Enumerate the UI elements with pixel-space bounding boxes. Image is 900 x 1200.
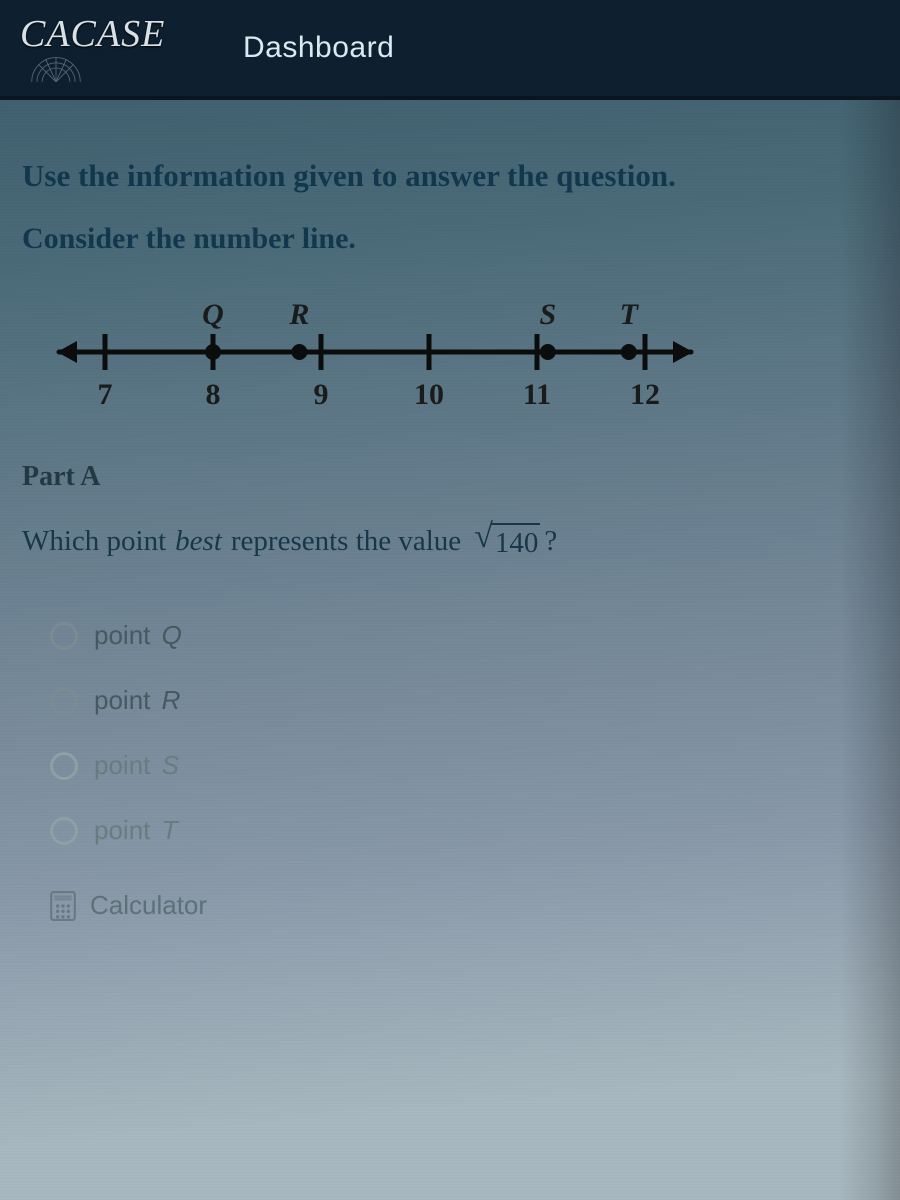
question-prefix: Which point (22, 525, 166, 558)
sunburst-icon (30, 52, 82, 84)
question-italic-word: best (175, 525, 222, 558)
brand-block: CACASE (0, 12, 225, 84)
question-mid: represents the value (231, 525, 461, 558)
part-label: Part A (22, 461, 878, 493)
number-line-svg: 7 8 9 10 11 12 Q R S T (50, 292, 750, 427)
svg-text:8: 8 (206, 378, 221, 411)
svg-text:R: R (288, 298, 309, 331)
brand-text: CACASE (20, 12, 165, 56)
choice-q[interactable]: point Q (50, 620, 878, 651)
problem-area: Use the information given to answer the … (0, 100, 900, 921)
sqrt-expression: √ 140 (474, 523, 540, 560)
choice-label: point Q (94, 620, 182, 651)
calculator-label: Calculator (90, 890, 207, 921)
svg-text:S: S (539, 298, 556, 331)
number-line: 7 8 9 10 11 12 Q R S T (50, 292, 730, 427)
choice-label: point R (94, 685, 180, 716)
svg-text:Q: Q (202, 298, 224, 331)
svg-text:9: 9 (314, 378, 329, 411)
choice-label: point S (94, 750, 179, 781)
instruction-line-2: Consider the number line. (22, 222, 878, 256)
svg-text:7: 7 (98, 378, 113, 411)
radio-ring-icon (50, 622, 78, 650)
choice-label: point T (94, 815, 178, 846)
dashboard-button[interactable]: Dashboard (225, 21, 412, 75)
svg-text:T: T (620, 298, 640, 331)
choice-r[interactable]: point R (50, 685, 878, 716)
calculator-button[interactable]: Calculator (50, 890, 878, 921)
answer-choices: point Q point R point S point T (50, 620, 878, 846)
choice-s[interactable]: point S (50, 750, 878, 781)
calculator-icon (50, 891, 76, 921)
radicand: 140 (491, 523, 541, 560)
instruction-line-1: Use the information given to answer the … (22, 158, 878, 194)
radio-ring-icon (50, 687, 78, 715)
question-suffix: ? (544, 525, 557, 558)
radio-ring-icon (50, 752, 78, 780)
svg-text:10: 10 (414, 378, 444, 411)
choice-t[interactable]: point T (50, 815, 878, 846)
svg-text:12: 12 (630, 378, 660, 411)
svg-text:11: 11 (523, 378, 551, 411)
radio-ring-icon (50, 817, 78, 845)
question-text: Which point best represents the value √ … (22, 523, 878, 560)
app-header: CACASE Dashboard (0, 0, 900, 100)
